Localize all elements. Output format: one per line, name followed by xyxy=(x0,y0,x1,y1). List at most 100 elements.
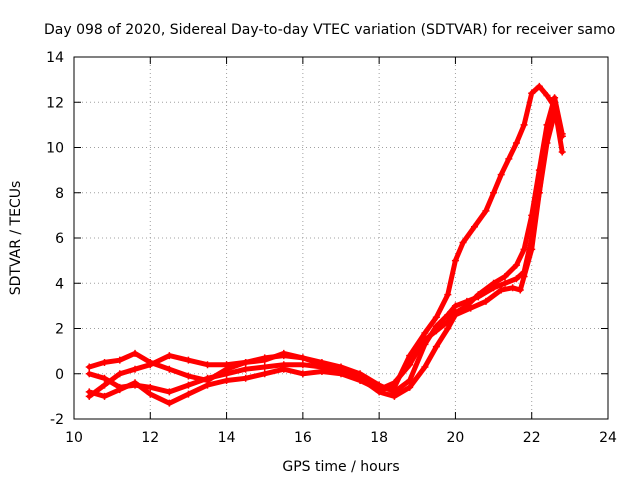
data-point-track-1 xyxy=(261,370,269,378)
data-point-track-1 xyxy=(490,189,498,197)
data-point-track-1 xyxy=(444,291,452,299)
data-point-track-4 xyxy=(528,211,536,219)
x-tick-label: 16 xyxy=(294,430,312,446)
data-point-track-4 xyxy=(184,356,192,364)
data-point-track-4 xyxy=(375,386,383,394)
y-tick-label: 14 xyxy=(46,50,64,66)
data-point-track-3 xyxy=(509,284,517,292)
data-point-track-3 xyxy=(204,374,211,382)
data-point-track-4 xyxy=(116,370,124,378)
data-point-track-3 xyxy=(116,383,124,391)
data-point-track-1 xyxy=(165,399,173,407)
y-tick-label: 12 xyxy=(46,95,64,111)
data-point-track-4 xyxy=(543,121,551,129)
data-point-track-2 xyxy=(165,365,173,373)
data-point-track-3 xyxy=(528,245,536,253)
y-tick-label: 4 xyxy=(55,276,64,292)
data-point-track-4 xyxy=(512,261,520,269)
data-point-track-4 xyxy=(318,361,326,369)
data-point-track-2 xyxy=(451,302,459,310)
data-point-track-1 xyxy=(520,121,528,129)
data-point-track-4 xyxy=(101,381,109,389)
data-point-track-2 xyxy=(558,148,566,156)
y-tick-label: 8 xyxy=(55,186,64,202)
chart-title: Day 098 of 2020, Sidereal Day-to-day VTE… xyxy=(44,22,615,38)
data-point-track-4 xyxy=(490,279,498,287)
data-point-track-4 xyxy=(337,367,345,375)
data-point-track-3 xyxy=(467,304,475,312)
data-point-track-1 xyxy=(512,139,520,147)
data-point-track-3 xyxy=(299,361,307,369)
data-point-track-1 xyxy=(482,207,490,215)
data-point-track-2 xyxy=(184,372,192,380)
data-point-track-1 xyxy=(535,82,543,90)
data-point-track-4 xyxy=(356,374,364,382)
data-point-track-2 xyxy=(85,363,93,371)
data-point-track-4 xyxy=(413,347,421,355)
data-point-track-4 xyxy=(242,358,250,366)
data-point-track-4 xyxy=(280,352,288,360)
data-point-track-4 xyxy=(535,166,543,174)
data-point-track-2 xyxy=(501,279,509,287)
data-point-track-3 xyxy=(432,343,440,351)
x-tick-label: 18 xyxy=(370,430,388,446)
data-point-track-2 xyxy=(512,275,520,283)
data-point-track-3 xyxy=(497,286,505,294)
data-point-track-1 xyxy=(184,390,192,398)
data-point-track-4 xyxy=(501,272,509,280)
data-point-track-3 xyxy=(184,381,192,389)
data-point-track-4 xyxy=(474,291,482,299)
data-point-track-1 xyxy=(459,239,467,247)
x-tick-label: 22 xyxy=(523,430,541,446)
series-line-track-4 xyxy=(86,95,565,399)
data-point-track-4 xyxy=(146,361,154,369)
data-point-track-4 xyxy=(299,354,307,362)
grid xyxy=(74,57,608,419)
y-tick-label: 6 xyxy=(55,231,64,247)
data-point-track-1 xyxy=(505,155,513,163)
data-point-track-1 xyxy=(101,392,109,400)
y-tick-label: 10 xyxy=(46,141,64,157)
x-axis-label: GPS time / hours xyxy=(282,459,399,475)
data-point-track-4 xyxy=(444,318,452,326)
data-point-track-4 xyxy=(421,336,429,344)
data-point-track-1 xyxy=(543,91,551,99)
data-point-track-1 xyxy=(421,329,429,337)
data-point-track-1 xyxy=(223,377,231,385)
y-tick-label: 2 xyxy=(55,322,64,338)
data-point-track-1 xyxy=(432,313,440,321)
data-point-track-2 xyxy=(131,349,139,357)
y-axis-label: SDTVAR / TECUs xyxy=(8,181,24,296)
x-tick-label: 10 xyxy=(65,430,83,446)
data-point-track-1 xyxy=(299,370,307,378)
data-point-track-1 xyxy=(242,374,250,382)
data-point-track-4 xyxy=(131,365,139,373)
data-point-track-4 xyxy=(520,245,528,253)
data-point-track-1 xyxy=(497,171,505,179)
data-point-track-4 xyxy=(451,309,459,317)
data-point-track-4 xyxy=(432,327,440,335)
x-tick-label: 14 xyxy=(218,430,236,446)
data-point-track-3 xyxy=(482,297,490,305)
y-tick-label: 0 xyxy=(55,367,64,383)
data-point-track-4 xyxy=(558,130,566,138)
data-point-track-4 xyxy=(406,361,414,369)
data-point-track-4 xyxy=(390,379,398,387)
series-line-track-1 xyxy=(86,83,565,406)
data-point-track-3 xyxy=(520,272,528,280)
data-point-track-1 xyxy=(146,390,154,398)
data-point-track-3 xyxy=(280,361,288,369)
data-point-track-2 xyxy=(101,358,109,366)
data-point-track-3 xyxy=(261,363,269,371)
data-point-track-3 xyxy=(390,392,398,400)
data-point-track-3 xyxy=(406,383,414,391)
ticks xyxy=(73,56,609,420)
data-point-track-3 xyxy=(223,370,231,378)
data-point-track-3 xyxy=(101,374,109,382)
x-tick-label: 24 xyxy=(599,430,617,446)
data-point-track-2 xyxy=(444,311,452,319)
data-point-track-4 xyxy=(165,352,173,360)
data-point-track-4 xyxy=(85,392,93,400)
data-point-track-4 xyxy=(204,361,211,369)
